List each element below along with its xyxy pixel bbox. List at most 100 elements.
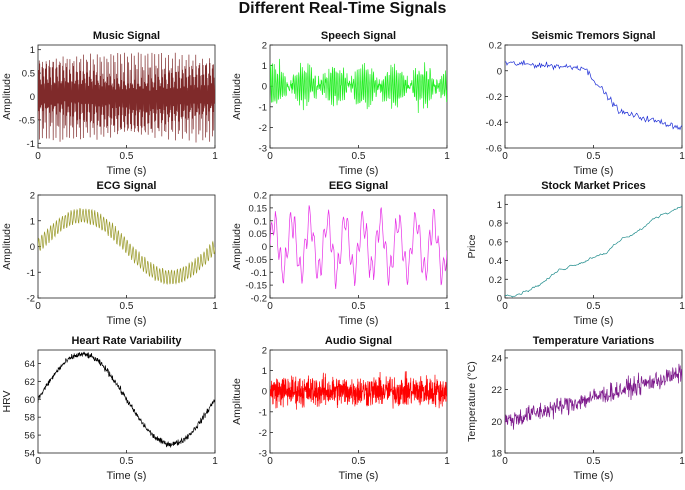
y-axis-label: Temperature (°C): [466, 361, 478, 442]
y-tick-label: -2: [27, 294, 35, 305]
y-tick-label: 20: [491, 417, 502, 428]
x-tick-label: 0: [267, 456, 273, 467]
y-tick-label: -3: [259, 449, 267, 460]
subplot-title: Seismic Tremors Signal: [531, 30, 655, 42]
x-tick-label: 1: [444, 151, 450, 162]
x-axis-label: Time (s): [339, 315, 379, 327]
y-tick-label: -0.15: [245, 281, 267, 292]
y-tick-label: 0.2: [489, 41, 502, 52]
subplot-title: Heart Rate Variability: [71, 335, 182, 347]
x-axis-label: Time (s): [339, 470, 379, 482]
y-tick-label: 54: [24, 449, 35, 460]
y-tick-label: 0: [262, 387, 267, 398]
y-tick-label: 0: [262, 82, 267, 93]
x-tick-label: 0: [35, 151, 41, 162]
y-axis-label: Amplitude: [231, 73, 243, 120]
subplot-title: Stock Market Prices: [541, 180, 646, 192]
figure-title: Different Real-Time Signals: [238, 0, 447, 17]
series-line-seismic: [505, 60, 682, 131]
x-tick-label: 0.5: [120, 151, 134, 162]
y-tick-label: 1: [30, 45, 35, 56]
x-tick-label: 0: [267, 301, 273, 312]
subplot-seismic: Seismic Tremors Signal 0 0.5 1 -0.6 -0.4 -0.2 0…: [486, 30, 685, 177]
y-tick-label: 0.2: [254, 191, 267, 202]
x-tick-label: 0: [35, 456, 41, 467]
x-tick-label: 0.5: [352, 151, 366, 162]
series-line-speech: [270, 58, 447, 113]
x-axis-label: Time (s): [574, 315, 614, 327]
y-tick-label: 0.6: [489, 237, 502, 248]
subplot-title: Music Signal: [93, 30, 160, 42]
y-tick-label: -0.4: [486, 118, 502, 129]
y-tick-label: -0.1: [251, 268, 267, 279]
subplot-music: Music Signal 0 0.5 1 -1 -0.5 0 0.5 1 Time (s) Ampl…: [1, 30, 218, 177]
y-tick-label: 0: [497, 66, 502, 77]
y-axis-label: Amplitude: [1, 223, 13, 270]
x-tick-label: 0.5: [587, 301, 601, 312]
y-tick-label: 62: [24, 377, 35, 388]
y-tick-label: 0.5: [22, 69, 35, 80]
y-tick-label: -3: [259, 144, 267, 155]
y-tick-label: 2: [262, 346, 267, 357]
x-tick-label: 0: [502, 151, 508, 162]
subplot-stock: Stock Market Prices 0 0.5 1 0 0.2 0.4 0.6 0.8 1 Ti…: [466, 180, 685, 327]
x-tick-label: 0: [502, 456, 508, 467]
x-axis-label: Time (s): [339, 165, 379, 177]
subplot-hrv: Heart Rate Variability 0 0.5 1 54 56 58 60 62 64 T…: [1, 335, 218, 482]
series-line-eeg: [270, 205, 447, 290]
y-tick-label: 0.8: [489, 219, 502, 230]
y-tick-label: 64: [24, 359, 35, 370]
subplot-eeg: EEG Signal 0 0.5 1 -0.2 -0.15 -0.1 -0.05 0 0.05 0.…: [231, 180, 450, 327]
x-tick-label: 1: [212, 151, 218, 162]
y-tick-label: 1: [262, 61, 267, 72]
subplot-audio: Audio Signal 0 0.5 1 -3 -2 -1 0 1 2 Time (s) Amplit…: [231, 335, 450, 482]
y-tick-label: -0.5: [19, 115, 35, 126]
y-tick-label: -1: [259, 407, 267, 418]
x-tick-label: 1: [444, 301, 450, 312]
plot-area: [504, 194, 683, 299]
x-tick-label: 1: [212, 456, 218, 467]
y-tick-label: 60: [24, 395, 35, 406]
plot-area: [37, 349, 216, 454]
subplot-ecg: ECG Signal 0 0.5 1 -2 -1 0 1 2 Time (s) Amplitude: [1, 180, 218, 327]
series-line-ecg: [38, 207, 215, 286]
y-tick-label: 0: [262, 242, 267, 253]
y-axis-label: HRV: [1, 391, 13, 413]
subplot-title: Speech Signal: [321, 30, 396, 42]
y-tick-label: -1: [27, 139, 35, 150]
y-tick-label: 22: [491, 385, 502, 396]
x-axis-label: Time (s): [107, 165, 147, 177]
x-tick-label: 1: [444, 456, 450, 467]
x-axis-label: Time (s): [574, 165, 614, 177]
x-tick-label: 0.5: [352, 456, 366, 467]
y-tick-label: 1: [497, 200, 502, 211]
x-tick-label: 0.5: [587, 151, 601, 162]
y-tick-label: 0.1: [254, 216, 267, 227]
y-axis-label: Amplitude: [1, 73, 13, 120]
y-tick-label: 0.2: [489, 275, 502, 286]
subplot-title: Temperature Variations: [533, 335, 654, 347]
x-tick-label: 0: [502, 301, 508, 312]
y-tick-label: 56: [24, 431, 35, 442]
subplot-speech: Speech Signal 0 0.5 1 -3 -2 -1 0 1 2 Time (s) Ampli…: [231, 30, 450, 177]
y-axis-label: Amplitude: [231, 223, 243, 270]
y-axis-label: Price: [466, 234, 478, 258]
series-line-music: [38, 52, 215, 143]
x-tick-label: 0: [35, 301, 41, 312]
x-axis-label: Time (s): [107, 470, 147, 482]
y-tick-label: -0.2: [486, 92, 502, 103]
y-tick-label: 0: [30, 242, 35, 253]
y-tick-label: -2: [259, 123, 267, 134]
series-line-hrv: [38, 351, 215, 448]
subplot-title: ECG Signal: [97, 180, 157, 192]
y-tick-label: -1: [27, 268, 35, 279]
series-line-stock: [505, 206, 682, 298]
y-tick-label: -0.05: [245, 255, 267, 266]
plot-area: [504, 44, 683, 149]
y-tick-label: 0.15: [249, 203, 268, 214]
y-tick-label: 1: [30, 216, 35, 227]
x-tick-label: 1: [679, 301, 685, 312]
y-tick-label: -2: [259, 428, 267, 439]
